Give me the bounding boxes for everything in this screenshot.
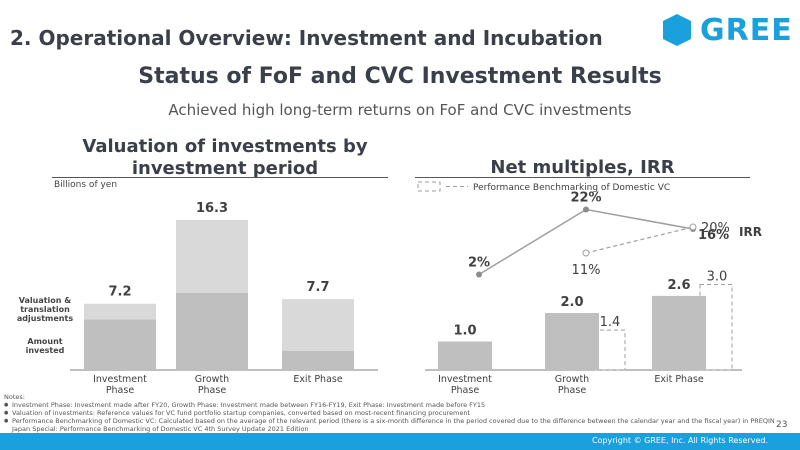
category-label: Exit Phase xyxy=(293,374,343,385)
bar-valuation-adjustment xyxy=(84,303,156,320)
irr-point xyxy=(583,206,589,213)
bar-amount-invested xyxy=(176,292,248,370)
benchmark-multiple-label: 1.4 xyxy=(600,315,621,330)
category-label: Phase xyxy=(198,385,227,396)
benchmark-irr-line xyxy=(585,226,694,254)
legend-benchmark-swatch xyxy=(417,181,441,192)
category-label: Investment xyxy=(93,374,147,385)
bar-amount-invested xyxy=(282,350,354,370)
copyright: Copyright © GREE, Inc. All Rights Reserv… xyxy=(591,436,768,445)
benchmark-multiple-box xyxy=(592,329,626,371)
multiple-bar xyxy=(438,341,492,370)
category-label: Phase xyxy=(558,385,587,396)
legend-valuation-adjustments: Valuation & translation adjustments xyxy=(16,296,74,323)
left-chart-title: Valuation of investments by investment p… xyxy=(60,136,390,180)
page-number: 23 xyxy=(776,420,788,430)
notes: Notes: Investment Phase: Investment made… xyxy=(4,393,794,433)
right-chart-title: Net multiples, IRR xyxy=(490,157,675,178)
benchmark-irr-point xyxy=(689,223,697,231)
logo-text: GREE xyxy=(700,13,793,48)
multiple-bar xyxy=(652,295,706,370)
left-chart-title-line2: investment period xyxy=(131,158,319,179)
category-label: Phase xyxy=(106,385,135,396)
irr-point xyxy=(476,271,482,278)
notes-heading: Notes: xyxy=(4,393,25,401)
main-title: Status of FoF and CVC Investment Results xyxy=(138,64,662,89)
total-label: 7.7 xyxy=(306,280,329,295)
legend-benchmark-label: Performance Benchmarking of Domestic VC xyxy=(473,183,670,193)
gree-logo xyxy=(663,14,691,46)
multiple-label: 2.6 xyxy=(667,278,690,293)
legend-amount-invested: Amount invested xyxy=(25,337,65,355)
multiple-label: 1.0 xyxy=(453,324,476,339)
bar-valuation-adjustment xyxy=(282,299,354,351)
note-item: Performance Benchmarking of Domestic VC:… xyxy=(4,417,794,433)
bar-valuation-adjustment xyxy=(176,220,248,293)
multiple-bar xyxy=(545,313,599,370)
category-label: Growth xyxy=(555,374,589,385)
category-label: Exit Phase xyxy=(654,374,704,385)
category-label: Investment xyxy=(438,374,492,385)
benchmark-irr-label: 20% xyxy=(701,221,730,236)
footer-bar xyxy=(0,433,800,450)
unit-label: Billions of yen xyxy=(54,180,118,190)
left-chart-divider xyxy=(52,177,388,178)
benchmark-irr-point xyxy=(582,249,590,257)
note-item: Valuation of investments: Reference valu… xyxy=(4,409,794,417)
category-label: Phase xyxy=(451,385,480,396)
left-chart-title-line1: Valuation of investments by xyxy=(82,136,368,157)
subtitle: Achieved high long-term returns on FoF a… xyxy=(168,101,632,119)
bar-amount-invested xyxy=(84,319,156,370)
irr-label: 16% xyxy=(698,228,729,243)
irr-label: 2% xyxy=(468,256,490,271)
note-item: Investment Phase: Investment made after … xyxy=(4,401,794,409)
irr-label: 22% xyxy=(570,191,601,206)
total-label: 16.3 xyxy=(196,201,228,216)
multiple-label: 2.0 xyxy=(560,295,583,310)
section-title: 2. Operational Overview: Investment and … xyxy=(10,26,603,50)
benchmark-irr-label: 11% xyxy=(572,263,601,278)
category-label: Growth xyxy=(195,374,229,385)
benchmark-multiple-label: 3.0 xyxy=(707,270,728,285)
hexagon-icon xyxy=(663,14,691,46)
right-chart-divider xyxy=(415,177,750,178)
irr-series-label: IRR xyxy=(739,225,762,239)
total-label: 7.2 xyxy=(108,285,131,300)
